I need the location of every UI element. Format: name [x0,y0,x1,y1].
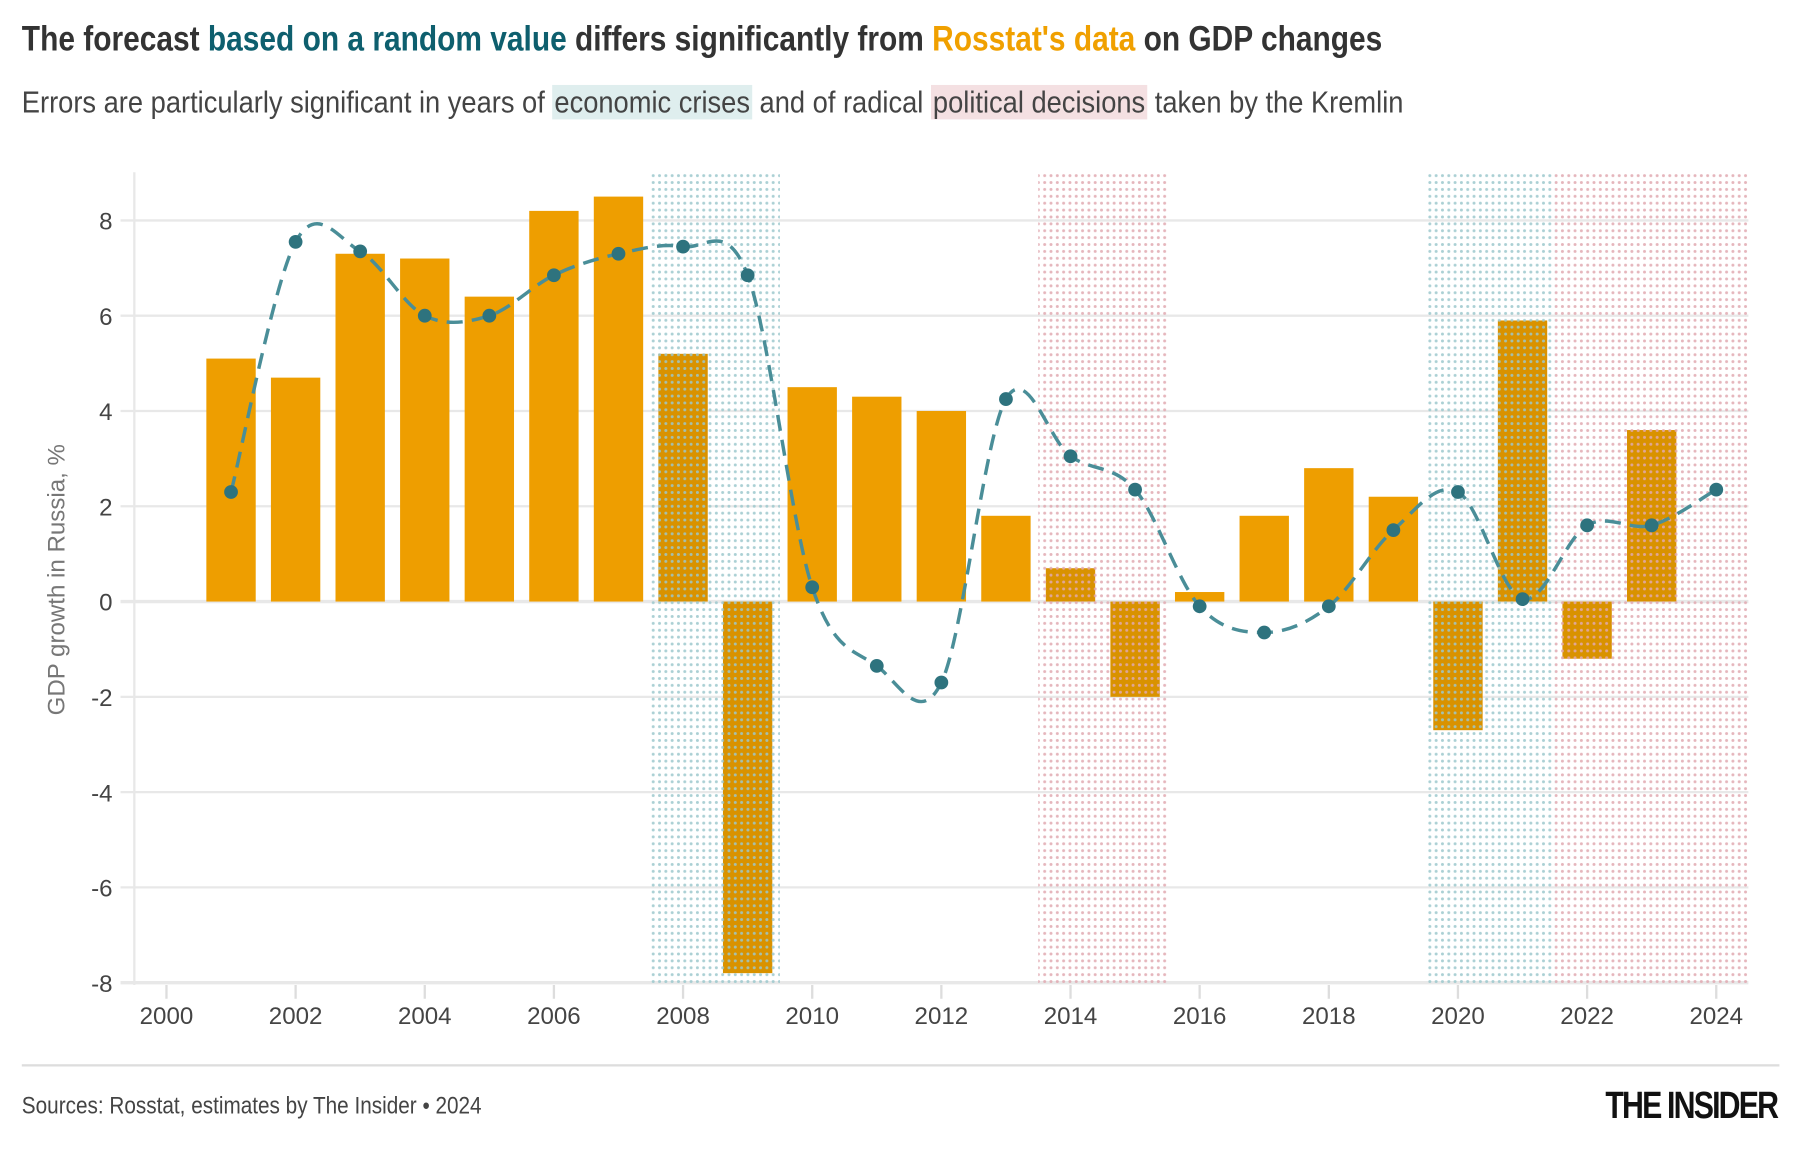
x-tick-label: 2014 [1044,1003,1098,1030]
bar-rosstat-2017 [1239,515,1289,602]
bar-rosstat-2005 [464,296,515,602]
title-forecast-highlight: based on a random value [207,18,567,59]
forecast-point-2024 [1709,482,1724,497]
forecast-point-2003 [353,244,368,259]
title-text: differs significantly from [566,18,933,59]
y-tick-label: 2 [99,494,112,521]
forecast-point-2006 [547,268,561,283]
forecast-point-2001 [224,485,238,499]
subtitle-text: taken by the Kremlin [1147,84,1404,120]
forecast-point-2009 [740,268,755,283]
forecast-point-2004 [417,308,432,323]
title-text: on GDP changes [1135,18,1383,59]
subtitle-text: Errors are particularly significant in y… [21,84,553,120]
forecast-point-2013 [999,392,1013,406]
bar-rosstat-2002 [270,377,321,602]
bar-rosstat-2003 [335,253,385,602]
bar-rosstat-2001 [206,358,256,602]
forecast-line [229,222,1718,704]
y-tick-label: 8 [99,209,112,236]
forecast-point-2005 [482,308,497,323]
forecast-point-2019 [1386,523,1401,537]
x-tick-label: 2024 [1689,1003,1743,1030]
bar-rosstat-2010 [787,387,837,602]
source-note: Sources: Rosstat, estimates by The Insid… [21,1092,482,1120]
y-tick-label: 0 [99,590,112,617]
forecast-point-2016 [1192,599,1207,614]
y-tick-label: 4 [99,399,112,426]
y-tick-label: -6 [91,876,112,903]
forecast-point-2018 [1321,599,1336,614]
forecast-point-2010 [805,580,820,595]
bar-rosstat-2016 [1174,592,1225,602]
title-rosstat-highlight: Rosstat's data [932,18,1136,59]
forecast-point-2023 [1644,518,1659,533]
forecast-point-2012 [934,675,949,690]
band-political-decisions [1554,172,1749,985]
x-tick-label: 2010 [785,1003,839,1030]
forecast-point-2021 [1515,592,1530,607]
x-tick-label: 2000 [140,1003,194,1030]
bar-rosstat-2011 [852,396,902,602]
the-insider-logo: THE INSIDER [1605,1083,1779,1127]
forecast-point-2011 [869,658,884,673]
chart-title: The forecast based on a random value dif… [22,18,1382,59]
subtitle-crises-highlight: economic crises [552,84,752,120]
forecast-point-2022 [1580,518,1594,533]
y-tick-label: -4 [91,780,112,807]
forecast-point-2014 [1063,449,1078,464]
band-economic-crises [650,172,780,985]
bar-rosstat-2012 [916,410,967,602]
bar-rosstat-2007 [593,196,644,602]
bar-rosstat-2018 [1304,468,1354,602]
x-tick-label: 2004 [398,1003,452,1030]
forecast-point-2002 [288,234,303,249]
forecast-point-2017 [1257,625,1272,640]
title-text: The forecast [21,18,208,59]
y-tick-label: -8 [91,971,112,998]
x-tick-label: 2012 [915,1003,969,1030]
forecast-point-2008 [676,239,690,254]
forecast-point-2015 [1128,482,1142,497]
y-tick-label: 6 [99,304,112,331]
x-tick-label: 2002 [269,1003,323,1030]
chart-subtitle: Errors are particularly significant in y… [21,84,1404,121]
subtitle-political-highlight: political decisions [930,84,1148,120]
footer-divider [21,1064,1780,1067]
x-tick-label: 2008 [656,1003,710,1030]
x-tick-label: 2018 [1302,1003,1356,1030]
bar-rosstat-2013 [981,515,1031,602]
band-economic-crises [1425,172,1555,985]
x-tick-label: 2016 [1173,1003,1227,1030]
band-political-decisions [1038,172,1168,985]
x-tick-label: 2006 [527,1003,581,1030]
x-tick-label: 2022 [1560,1003,1614,1030]
forecast-point-2007 [611,246,626,261]
forecast-point-2020 [1451,485,1465,499]
y-axis-label: GDP growth in Russia, % [43,444,70,715]
x-tick-label: 2020 [1431,1003,1485,1030]
subtitle-text: and of radical [751,84,931,120]
y-tick-label: -2 [91,685,112,712]
